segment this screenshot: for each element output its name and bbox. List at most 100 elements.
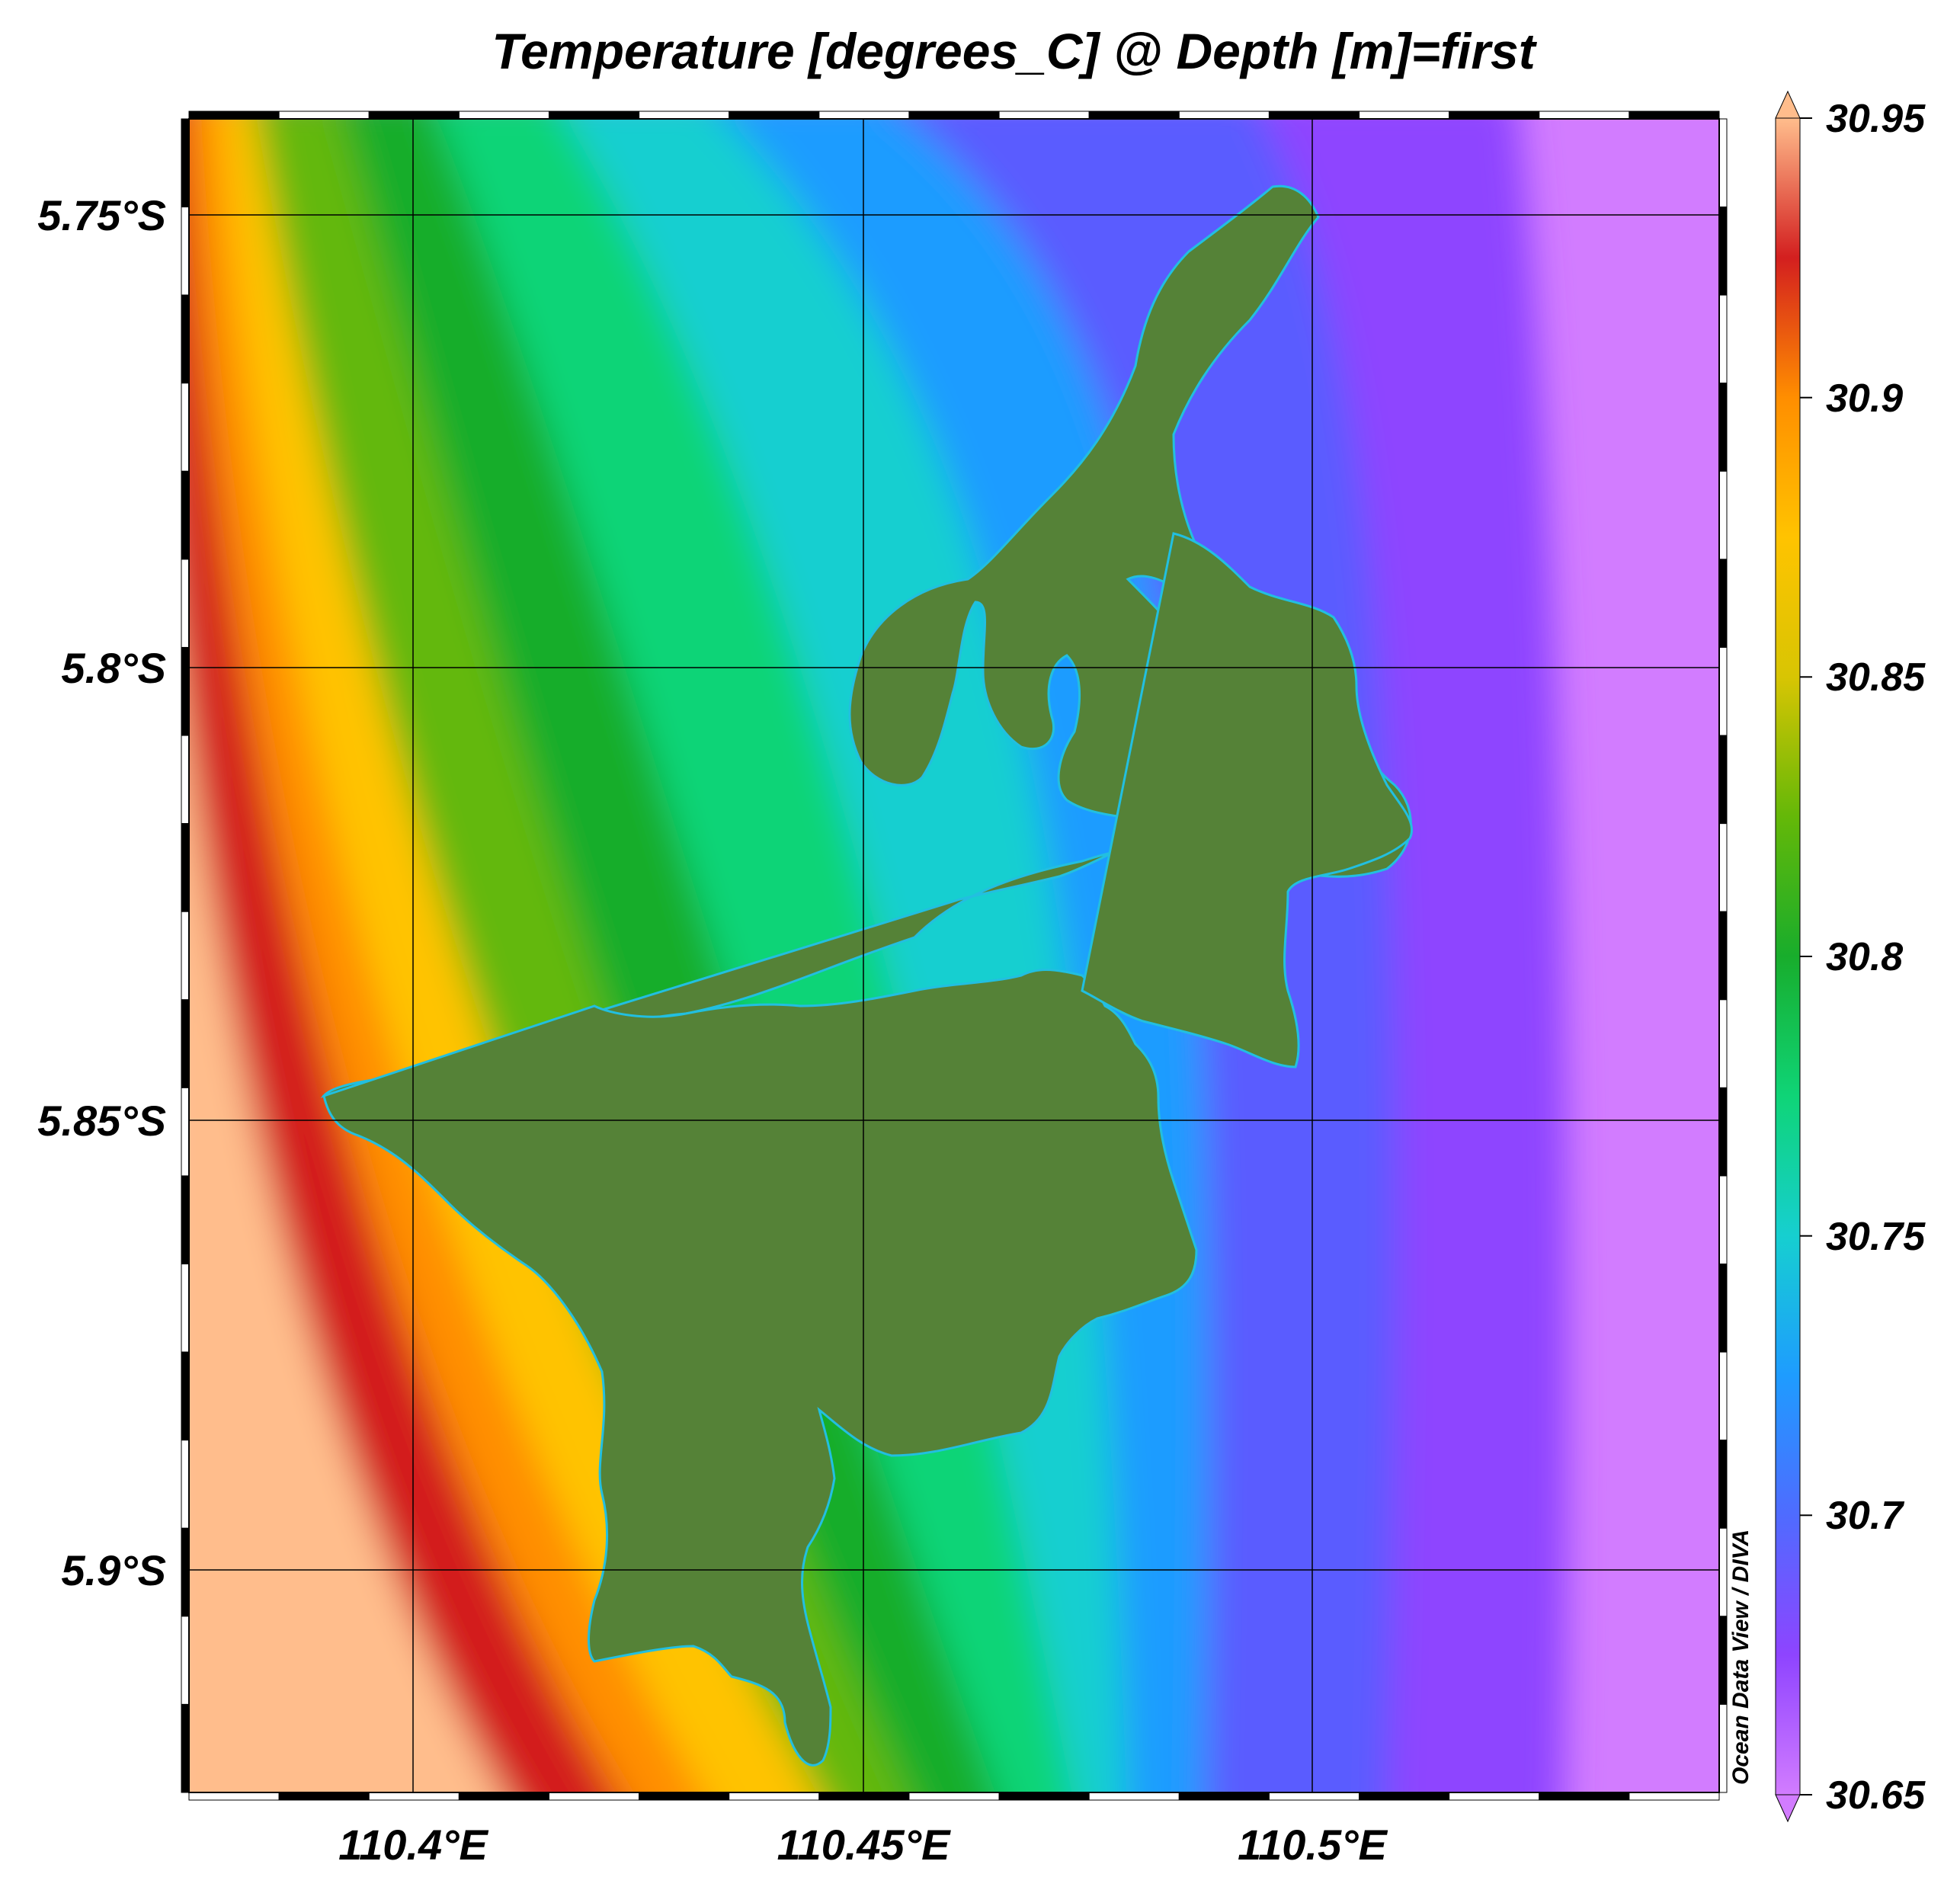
frame-segment <box>458 111 549 120</box>
frame-segment <box>1449 1792 1540 1801</box>
frame-segment <box>1449 111 1540 120</box>
frame-segment <box>1178 111 1270 120</box>
frame-segment <box>181 207 190 296</box>
frame-segment <box>181 911 190 1001</box>
frame-segment <box>181 1527 190 1617</box>
colorbar-ticks <box>1800 117 1812 1796</box>
frame-segment <box>818 111 910 120</box>
frame-segment <box>181 735 190 825</box>
frame-segment <box>1718 1527 1728 1617</box>
frame-segment <box>278 1792 370 1801</box>
frame-segment <box>1178 1792 1270 1801</box>
map-title: Temperature [degrees_C] @ Depth [m]=firs… <box>492 23 1537 79</box>
y-tick-label: 5.8°S <box>61 644 166 692</box>
frame-segment <box>639 1792 730 1801</box>
frame-segment <box>729 111 820 120</box>
frame-segment <box>188 111 280 120</box>
eastern-arm <box>1081 532 1414 1068</box>
frame-segment <box>181 1440 190 1529</box>
frame-segment <box>181 470 190 560</box>
frame-segment <box>181 294 190 384</box>
frame-segment <box>181 118 190 208</box>
frame-segment <box>1088 1792 1180 1801</box>
x-tick-label: 110.45°E <box>777 1821 952 1869</box>
frame-segment <box>368 111 460 120</box>
land-masses <box>320 184 1414 1767</box>
frame-segment <box>1718 911 1728 1001</box>
colorbar-body <box>1775 117 1801 1796</box>
frame-segment <box>1718 735 1728 825</box>
frame-segment <box>181 646 190 736</box>
frame-segment <box>1359 1792 1450 1801</box>
colorbar-bottom-arrow <box>1775 1794 1801 1823</box>
frame-segment <box>1718 646 1728 736</box>
frame-segment <box>181 1175 190 1265</box>
colorbar-label: 30.9 <box>1826 376 1903 421</box>
frame-segment <box>1718 207 1728 296</box>
frame-segment <box>1088 111 1180 120</box>
frame-segment <box>1268 111 1360 120</box>
odv-watermark: Ocean Data View / DIVA <box>1728 1530 1753 1785</box>
frame-segment <box>368 1792 460 1801</box>
colorbar-label: 30.65 <box>1826 1773 1926 1818</box>
frame-segment <box>181 1616 190 1705</box>
y-axis: 5.75°S 5.8°S 5.85°S 5.9°S <box>37 191 166 1594</box>
frame-segment <box>181 383 190 472</box>
frame-segment <box>1718 999 1728 1088</box>
colorbar: 30.95 30.9 30.85 30.8 30.75 30.7 30.65 <box>1775 90 1926 1823</box>
frame-segment <box>548 111 640 120</box>
frame-segment <box>1718 294 1728 384</box>
frame-segment <box>458 1792 549 1801</box>
frame-segment <box>1718 823 1728 912</box>
frame-segment <box>1718 1616 1728 1705</box>
frame-segment <box>908 1792 1000 1801</box>
frame-segment <box>181 1703 190 1793</box>
colorbar-labels: 30.95 30.9 30.85 30.8 30.75 30.7 30.65 <box>1826 97 1926 1818</box>
frame-segment <box>188 1792 280 1801</box>
frame-segment <box>1539 1792 1630 1801</box>
frame-segment <box>181 1264 190 1353</box>
frame-segment <box>548 1792 640 1801</box>
frame-segment <box>1718 1703 1728 1793</box>
frame-segment <box>1629 111 1720 120</box>
band-peach <box>189 742 502 1792</box>
x-tick-label: 110.4°E <box>338 1821 488 1869</box>
plot-border <box>188 118 1720 1793</box>
frame-segment <box>729 1792 820 1801</box>
x-tick-label: 110.5°E <box>1238 1821 1388 1869</box>
frame-segment <box>181 1351 190 1441</box>
colorbar-label: 30.85 <box>1826 655 1926 700</box>
frame-segment <box>998 111 1090 120</box>
x-axis: 110.4°E 110.45°E 110.5°E <box>338 1821 1388 1869</box>
frame-segment <box>1268 1792 1360 1801</box>
frame-segment <box>1629 1792 1720 1801</box>
frame-segment <box>998 1792 1090 1801</box>
southern-peninsula <box>322 969 1198 1767</box>
frame-segment <box>1718 118 1728 208</box>
frame-segment <box>818 1792 910 1801</box>
frame-segment <box>1718 1175 1728 1265</box>
frame-segment <box>1718 383 1728 472</box>
y-tick-label: 5.9°S <box>61 1546 166 1594</box>
grid-lines <box>189 119 1719 1792</box>
frame-segment <box>639 111 730 120</box>
map-frame <box>181 111 1728 1801</box>
colorbar-label: 30.95 <box>1826 97 1926 141</box>
frame-segment <box>181 999 190 1088</box>
y-tick-label: 5.85°S <box>37 1097 166 1145</box>
colorbar-top-arrow <box>1775 90 1801 119</box>
frame-segment <box>908 111 1000 120</box>
frame-segment <box>1539 111 1630 120</box>
field-bands <box>189 119 1568 1792</box>
frame-segment <box>181 823 190 912</box>
temperature-field <box>189 119 1719 1792</box>
frame-segment <box>1718 1264 1728 1353</box>
frame-segment <box>1718 1087 1728 1177</box>
frame-segment <box>1359 111 1450 120</box>
y-tick-label: 5.75°S <box>37 191 166 239</box>
frame-segment <box>181 1087 190 1177</box>
colorbar-label: 30.8 <box>1826 935 1903 979</box>
colorbar-label: 30.75 <box>1826 1215 1926 1259</box>
